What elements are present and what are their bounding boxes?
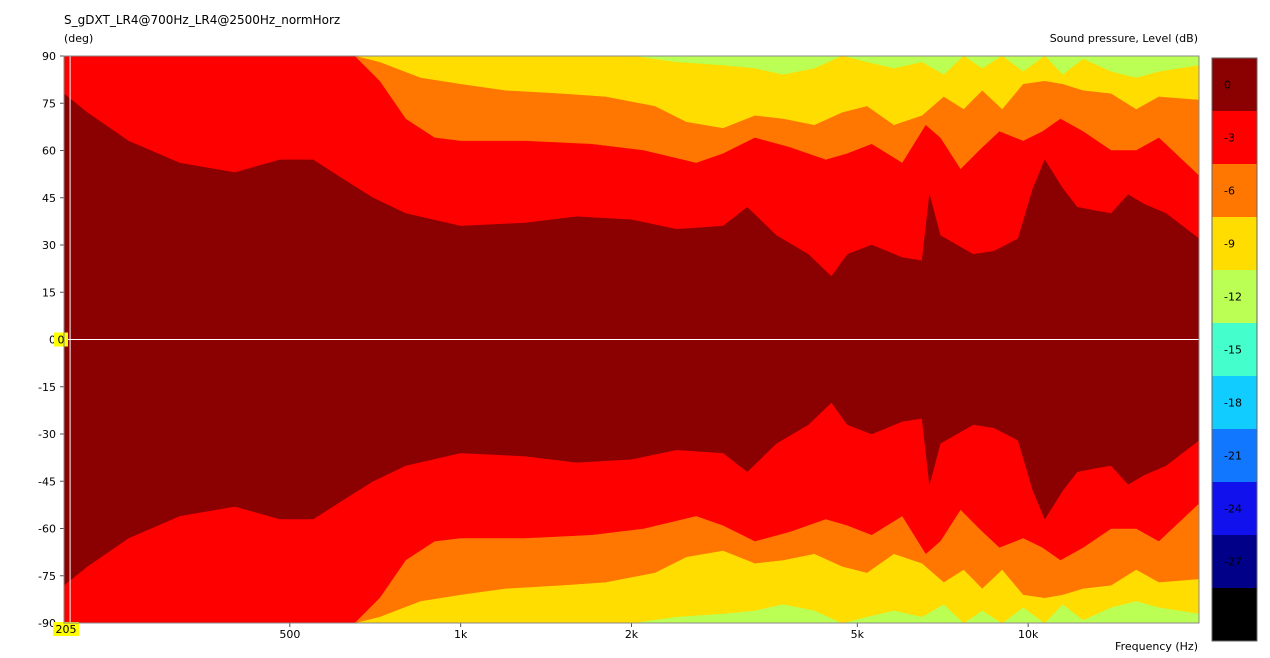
colorbar-swatch: [1212, 164, 1257, 217]
x-tick-label: 500: [279, 628, 300, 641]
chart-title: S_gDXT_LR4@700Hz_LR4@2500Hz_normHorz: [64, 13, 341, 27]
colorbar-swatch: [1212, 270, 1257, 323]
y-tick-label: 75: [42, 97, 56, 110]
x-axis-label: Frequency (Hz): [1115, 640, 1198, 653]
colorbar-label: -21: [1224, 450, 1242, 463]
colorbar-label: -18: [1224, 397, 1242, 410]
level-colorbar: 0 -3 -6 -9 -12 -15 -18 -21 -24 -27 -30: [1211, 57, 1258, 642]
cursor-angle-label: 0: [58, 334, 65, 347]
y-axis-ticks: 90 75 60 45 30 15 0 -15 -30 -45 -60 -75 -90: [38, 50, 64, 630]
plot-frame: [63, 55, 1200, 624]
colorbar-label: Sound pressure, Level (dB): [1049, 32, 1198, 45]
colorbar-label: -9: [1224, 238, 1235, 251]
colorbar-swatch: [1212, 111, 1257, 164]
y-tick-label: -45: [38, 475, 56, 488]
y-tick-label: -60: [38, 523, 56, 536]
colorbar-label: -12: [1224, 291, 1242, 304]
colorbar-label: -30: [1224, 609, 1242, 622]
cursor-frequency-label: 205: [56, 623, 77, 636]
x-tick-label: 5k: [851, 628, 865, 641]
y-tick-label: -30: [38, 428, 56, 441]
x-tick-label: 1k: [454, 628, 468, 641]
x-axis-ticks: 500 1k 2k 5k 10k: [279, 623, 1039, 641]
y-axis-label: (deg): [64, 32, 94, 45]
x-tick-label: 2k: [625, 628, 639, 641]
colorbar-swatch: [1212, 217, 1257, 270]
y-tick-label: 30: [42, 239, 56, 252]
colorbar-label: -27: [1224, 556, 1242, 569]
y-tick-label: 60: [42, 145, 56, 158]
colorbar-label: 0: [1224, 79, 1231, 92]
y-tick-label: 0: [49, 334, 56, 347]
colorbar-label: -6: [1224, 185, 1235, 198]
x-tick-label: 10k: [1018, 628, 1039, 641]
colorbar-swatch: [1212, 429, 1257, 482]
y-tick-label: -75: [38, 570, 56, 583]
y-tick-label: 15: [42, 286, 56, 299]
colorbar-swatch: [1212, 588, 1257, 641]
colorbar-swatch: [1212, 58, 1257, 111]
contour-layers: [63, 55, 1200, 624]
y-tick-label: 90: [42, 50, 56, 63]
colorbar-label: -15: [1224, 344, 1242, 357]
colorbar-swatch: [1212, 482, 1257, 535]
colorbar-swatch: [1212, 323, 1257, 376]
y-tick-label: 45: [42, 192, 56, 205]
colorbar-swatch: [1212, 535, 1257, 588]
colorbar-label: -24: [1224, 503, 1242, 516]
colorbar-swatch: [1212, 376, 1257, 429]
y-tick-label: -15: [38, 381, 56, 394]
colorbar-label: -3: [1224, 132, 1235, 145]
y-tick-label: -90: [38, 617, 56, 630]
cursor-frequency-badge: [53, 622, 79, 636]
colorbar-frame: [1211, 57, 1258, 642]
